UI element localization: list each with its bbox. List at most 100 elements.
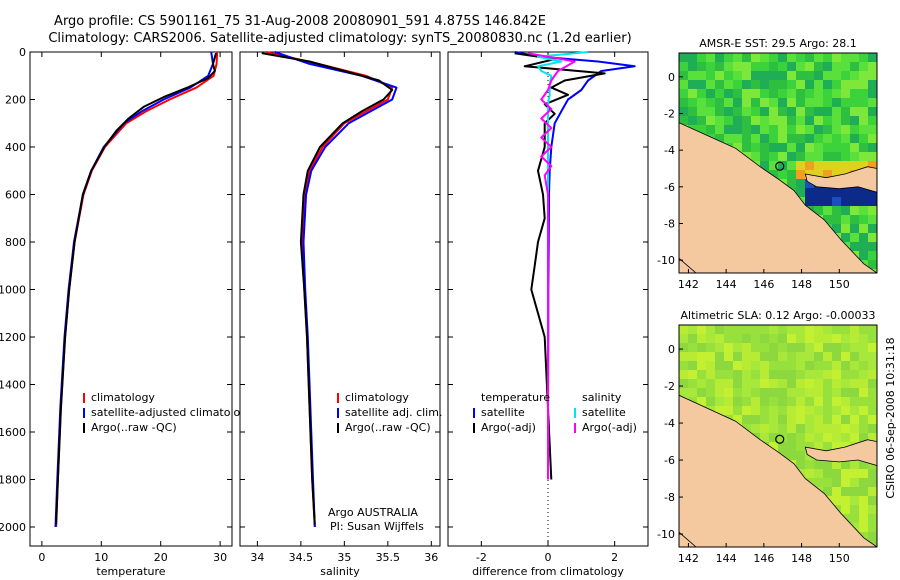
sla_map-field-cell: [760, 397, 770, 407]
sst_map-field-cell: [805, 89, 815, 99]
sla_map-field-cell: [778, 334, 788, 344]
sla_map-field-cell: [841, 478, 851, 488]
sla_map-field-cell: [706, 370, 716, 380]
sst_map-field-cell: [742, 134, 752, 144]
sst_map-field-cell: [679, 62, 689, 72]
sla_map-field-cell: [724, 343, 734, 353]
sla_map-field-cell: [814, 379, 824, 389]
sst_map-field-cell: [760, 143, 770, 153]
sst_map-field-cell: [832, 197, 842, 207]
sla_map-field-cell: [796, 406, 806, 416]
sst_map-float-marker: [775, 161, 785, 171]
sst_map-field-cell: [688, 98, 698, 108]
sla_map-field-cell: [751, 388, 761, 398]
sst_map-field-cell: [742, 80, 752, 90]
salinity-chart: 34 34.5 35 35.5 36 salinity climatology satelli…: [239, 51, 442, 578]
sst_map-field-cell: [778, 89, 788, 99]
sst_map-field-cell: [850, 89, 860, 99]
timestamp-label: CSIRO 06-Sep-2008 10:31:18: [884, 337, 897, 498]
sla_map-axes-box: [678, 324, 878, 548]
sst_map-field-cell: [841, 71, 851, 81]
sst_map-field-cell: [868, 89, 877, 99]
sla_map-field-cell: [841, 325, 851, 335]
sst_map-field-cell: [868, 98, 877, 108]
sst_map-field-cell: [823, 98, 833, 108]
sla_map-field-cell: [868, 406, 877, 416]
sst_map-field-cell: [769, 107, 779, 117]
sst_map-field-cell: [715, 71, 725, 81]
sla_map-ytick-label: -8: [664, 491, 675, 504]
sla_map-ytick-label: -6: [664, 454, 675, 467]
sst_map-ytick-label: -4: [664, 144, 675, 157]
sla_map-field-cell: [868, 469, 877, 479]
sla_map-field-cell: [814, 397, 824, 407]
sst_map-field-cell: [751, 71, 761, 81]
sst_map-field-cell: [850, 80, 860, 90]
sla_map-field-cell: [823, 325, 833, 335]
sla_map-field-cell: [805, 352, 815, 362]
sla_map-field-cell: [805, 442, 815, 452]
sst_map-field-cell: [850, 152, 860, 162]
sla_map-field-cell: [841, 379, 851, 389]
sla_map-field-cell: [706, 361, 716, 371]
sla_map-field-cell: [787, 397, 797, 407]
sst_map-field-cell: [832, 143, 842, 153]
sla_map-field-cell: [751, 379, 761, 389]
sst_map-ytick-label: 0: [668, 71, 675, 84]
sla_map-field-cell: [787, 415, 797, 425]
sla_map-field-cell: [832, 469, 842, 479]
sla_map-field-cell: [868, 460, 877, 470]
sla_map-field-cell: [823, 370, 833, 380]
sla_map-field-cell: [859, 370, 869, 380]
sst_map-field-cell: [868, 143, 877, 153]
sst_map-field-cell: [715, 125, 725, 135]
sla_map-field-cell: [688, 370, 698, 380]
sla_map-field-cell: [787, 379, 797, 389]
sla_map-field-cell: [679, 352, 689, 362]
sst_map-field-cell: [697, 125, 707, 135]
sla_map-field-cell: [850, 397, 860, 407]
sla_map-field-cell: [688, 379, 698, 389]
sst_map-field-cell: [805, 152, 815, 162]
sla_map-field-cell: [733, 334, 743, 344]
sst_map-field-cell: [724, 125, 734, 135]
sst_map-xtick-label: 144: [716, 278, 737, 291]
sla_map-field-cell: [868, 487, 877, 497]
sla_map-field-cell: [850, 505, 860, 515]
sla_map-field-cell: [733, 379, 743, 389]
sla_map-field-cell: [805, 361, 815, 371]
sla_map-field-cell: [760, 406, 770, 416]
sla_map-field-cell: [796, 424, 806, 434]
sla_map-field-cell: [778, 379, 788, 389]
sst_map-field-cell: [850, 53, 860, 63]
sst_map-field-cell: [679, 71, 689, 81]
sst_map-field-cell: [859, 71, 869, 81]
sst_map-field-cell: [868, 53, 877, 63]
sst_map-field-cell: [697, 89, 707, 99]
sst_map-field-cell: [751, 116, 761, 126]
sla_map-field-cell: [850, 487, 860, 497]
sst_map-field-cell: [868, 215, 877, 225]
temperature-xlabel: temperature: [96, 565, 165, 578]
sst_map-field-cell: [787, 98, 797, 108]
sst_map-field-cell: [805, 98, 815, 108]
sla_map-field-cell: [859, 361, 869, 371]
sla_map-field-cell: [778, 424, 788, 434]
sst_map-field-cell: [823, 116, 833, 126]
sst_map-field-cell: [832, 89, 842, 99]
sst_map-field-cell: [715, 116, 725, 126]
sla_map-field-cell: [760, 325, 770, 335]
sla_map-field-cell: [805, 433, 815, 443]
sst_map-field-cell: [868, 152, 877, 162]
sla_map-field-cell: [769, 379, 779, 389]
sla_map-ytick-label: -2: [664, 380, 675, 393]
sst_map-field-cell: [679, 116, 689, 126]
sla_map-field: [679, 325, 877, 547]
sla_map-field-cell: [805, 469, 815, 479]
sla_map-field-cell: [814, 406, 824, 416]
sst_map-title: AMSR-E SST: 29.5 Argo: 28.1: [699, 37, 857, 50]
difference-temperature-legend-label: satellite: [481, 406, 525, 419]
sla_map-field-cell: [778, 433, 788, 443]
sst_map-field-cell: [778, 152, 788, 162]
sla_map-field-cell: [814, 334, 824, 344]
